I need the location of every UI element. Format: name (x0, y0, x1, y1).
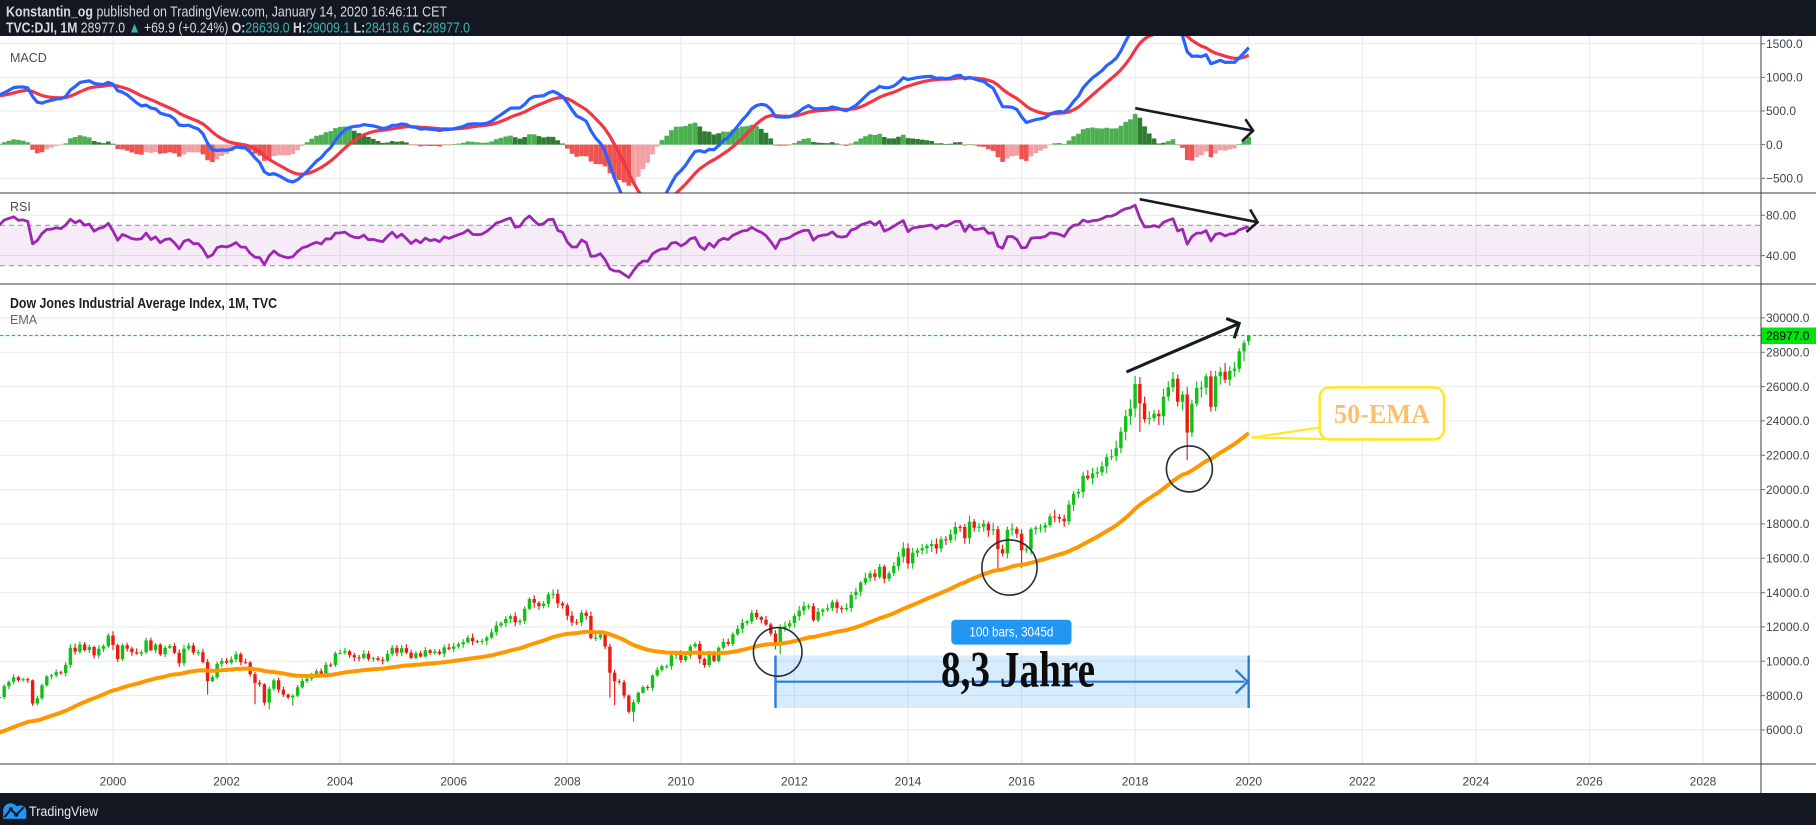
svg-text:50-EMA: 50-EMA (1334, 398, 1430, 429)
svg-text:40.00: 40.00 (1766, 249, 1796, 263)
svg-text:100 bars, 3045d: 100 bars, 3045d (969, 625, 1053, 640)
svg-text:2016: 2016 (1008, 775, 1035, 789)
svg-text:22000.0: 22000.0 (1766, 449, 1810, 463)
svg-text:2000: 2000 (100, 775, 127, 789)
svg-text:6000.0: 6000.0 (1766, 723, 1803, 737)
svg-text:−500.0: −500.0 (1766, 171, 1803, 185)
svg-text:8,3 Jahre: 8,3 Jahre (941, 643, 1095, 699)
svg-text:2010: 2010 (668, 775, 695, 789)
svg-text:2018: 2018 (1122, 775, 1149, 789)
svg-text:2012: 2012 (781, 775, 808, 789)
svg-text:TVC:DJI, 1M 28977.0 ▲ +69.9 (+: TVC:DJI, 1M 28977.0 ▲ +69.9 (+0.24%) O:2… (6, 20, 470, 37)
svg-text:2004: 2004 (327, 775, 354, 789)
svg-text:RSI: RSI (10, 200, 31, 214)
svg-text:TradingView: TradingView (29, 804, 98, 819)
svg-text:12000.0: 12000.0 (1766, 620, 1810, 634)
svg-text:2014: 2014 (895, 775, 922, 789)
svg-text:24000.0: 24000.0 (1766, 414, 1810, 428)
svg-text:1000.0: 1000.0 (1766, 71, 1803, 85)
svg-text:0.0: 0.0 (1766, 138, 1783, 152)
svg-text:8000.0: 8000.0 (1766, 689, 1803, 703)
svg-text:28977.0: 28977.0 (1766, 329, 1810, 343)
svg-text:Konstantin_og published on Tra: Konstantin_og published on TradingView.c… (6, 4, 447, 21)
svg-text:2028: 2028 (1690, 775, 1717, 789)
svg-text:2008: 2008 (554, 775, 581, 789)
svg-text:30000.0: 30000.0 (1766, 311, 1810, 325)
svg-text:2022: 2022 (1349, 775, 1376, 789)
svg-text:1500.0: 1500.0 (1766, 37, 1803, 51)
svg-text:2006: 2006 (440, 775, 467, 789)
svg-text:14000.0: 14000.0 (1766, 586, 1810, 600)
svg-text:26000.0: 26000.0 (1766, 380, 1810, 394)
svg-text:2020: 2020 (1235, 775, 1262, 789)
svg-text:500.0: 500.0 (1766, 104, 1796, 118)
svg-text:10000.0: 10000.0 (1766, 654, 1810, 668)
svg-text:2026: 2026 (1576, 775, 1603, 789)
svg-text:20000.0: 20000.0 (1766, 483, 1810, 497)
svg-text:2002: 2002 (213, 775, 240, 789)
svg-text:MACD: MACD (10, 51, 47, 65)
svg-text:2024: 2024 (1463, 775, 1490, 789)
svg-text:80.00: 80.00 (1766, 208, 1796, 222)
svg-text:Dow Jones Industrial Average I: Dow Jones Industrial Average Index, 1M, … (10, 295, 277, 312)
svg-text:18000.0: 18000.0 (1766, 517, 1810, 531)
svg-text:EMA: EMA (10, 313, 38, 327)
svg-text:16000.0: 16000.0 (1766, 552, 1810, 566)
svg-text:28000.0: 28000.0 (1766, 346, 1810, 360)
